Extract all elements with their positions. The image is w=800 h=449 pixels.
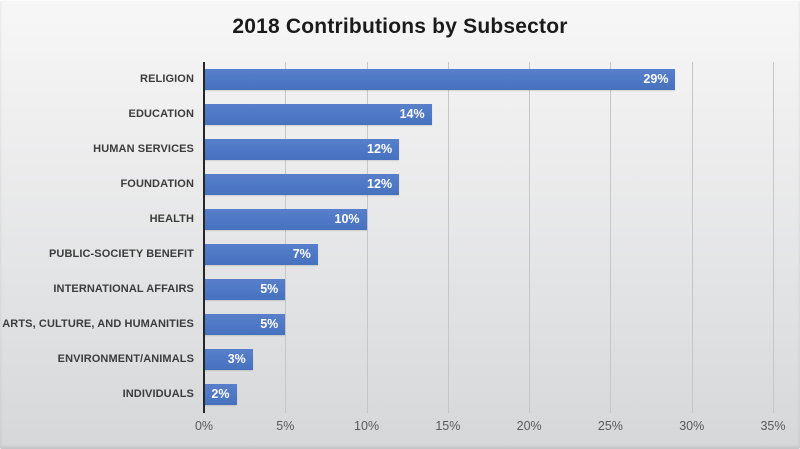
- bar-individuals[interactable]: 2%: [204, 384, 237, 405]
- value-label: 5%: [260, 282, 279, 296]
- value-label: 12%: [367, 142, 393, 156]
- category-label: ARTS, CULTURE, AND HUMANITIES: [2, 318, 194, 330]
- bar-row: INTERNATIONAL AFFAIRS 5%: [53, 272, 773, 307]
- bars-container: RELIGION 29% EDUCATION 14% HUMAN SERVICES 12%…: [2, 62, 773, 413]
- gridline: [285, 62, 287, 413]
- category-label: FOUNDATION: [120, 178, 194, 190]
- category-label: INDIVIDUALS: [122, 388, 194, 400]
- category-axis-line: [203, 62, 205, 413]
- bar-arts-culture-and-humanities[interactable]: 5%: [204, 314, 286, 335]
- x-tick-label: 30%: [679, 419, 705, 433]
- x-tick-label: 15%: [435, 419, 461, 433]
- value-label: 7%: [292, 247, 311, 261]
- bar-row: ARTS, CULTURE, AND HUMANITIES 5%: [2, 307, 773, 342]
- value-label: 10%: [334, 212, 360, 226]
- bar-row: HEALTH 10%: [150, 202, 773, 237]
- bar-religion[interactable]: 29%: [204, 69, 676, 90]
- x-tick-label: 0%: [194, 419, 214, 433]
- bar-row: HUMAN SERVICES 12%: [93, 132, 773, 167]
- x-axis: 0% 5% 10% 15% 20% 25% 30% 35%: [195, 419, 786, 437]
- gridline: [691, 62, 693, 413]
- gridline: [447, 62, 449, 413]
- x-tick-label: 5%: [276, 419, 295, 433]
- bar-row: EDUCATION 14%: [129, 97, 773, 132]
- value-label: 5%: [260, 317, 279, 331]
- bar-environment-animals[interactable]: 3%: [204, 349, 253, 370]
- chart-title: 2018 Contributions by Subsector: [232, 15, 568, 38]
- value-label: 3%: [227, 352, 246, 366]
- gridline: [610, 62, 612, 413]
- value-label: 14%: [399, 107, 425, 121]
- gridline: [529, 62, 531, 413]
- bar-public-society-benefit[interactable]: 7%: [204, 244, 318, 265]
- plot-area: RELIGION 29% EDUCATION 14% HUMAN SERVICES 12%…: [2, 62, 774, 413]
- bar-education[interactable]: 14%: [204, 104, 432, 125]
- category-label: RELIGION: [140, 73, 194, 85]
- category-label: EDUCATION: [128, 108, 194, 120]
- x-tick-label: 10%: [354, 419, 380, 433]
- value-label: 12%: [367, 177, 393, 191]
- bar-health[interactable]: 10%: [204, 209, 367, 230]
- category-label: HEALTH: [149, 213, 194, 225]
- bar-row: PUBLIC-SOCIETY BENEFIT 7%: [49, 237, 773, 272]
- x-tick-label: 20%: [516, 419, 542, 433]
- value-label: 29%: [643, 72, 669, 86]
- category-label: INTERNATIONAL AFFAIRS: [53, 283, 194, 295]
- gridline: [366, 62, 368, 413]
- category-label: ENVIRONMENT/ANIMALS: [57, 353, 194, 365]
- bar-human-services[interactable]: 12%: [204, 139, 400, 160]
- bar-international-affairs[interactable]: 5%: [204, 279, 286, 300]
- x-tick-label: 35%: [760, 419, 786, 433]
- gridline: [773, 62, 774, 413]
- x-tick-label: 25%: [597, 419, 623, 433]
- value-label: 2%: [211, 387, 230, 401]
- category-label: HUMAN SERVICES: [93, 143, 194, 155]
- bar-row: INDIVIDUALS 2%: [123, 377, 773, 412]
- bar-foundation[interactable]: 12%: [204, 174, 400, 195]
- bar-row: RELIGION 29%: [140, 62, 773, 97]
- category-label: PUBLIC-SOCIETY BENEFIT: [48, 248, 194, 260]
- bar-row: ENVIRONMENT/ANIMALS 3%: [58, 342, 773, 377]
- bar-row: FOUNDATION 12%: [120, 167, 773, 202]
